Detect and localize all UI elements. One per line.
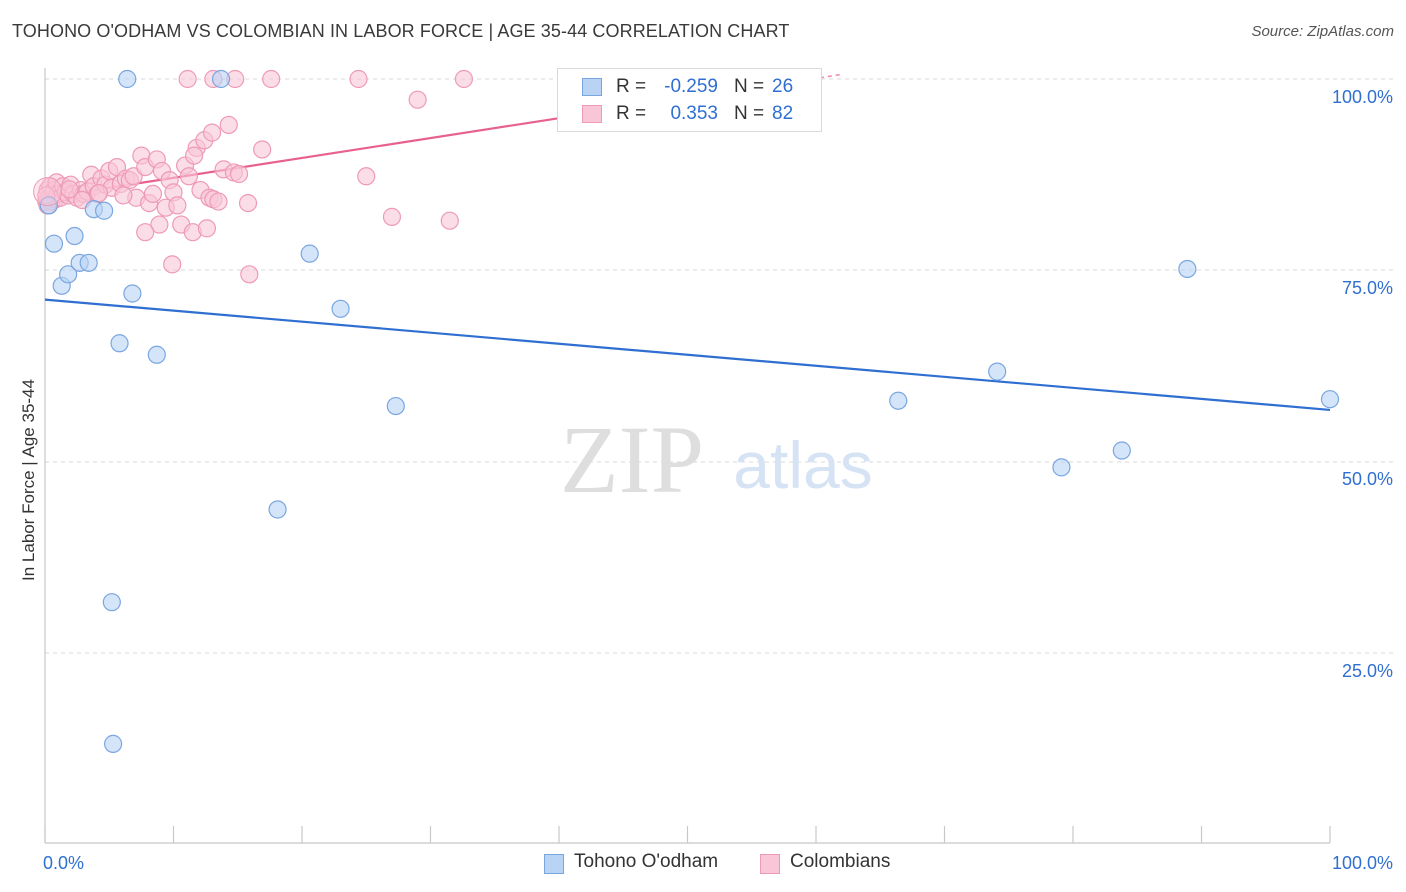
bottom-legend-label: Tohono O'odham — [574, 851, 719, 872]
colombian-point — [33, 177, 63, 207]
tohono-point — [123, 284, 142, 303]
colombian-point — [219, 115, 238, 135]
watermark: ZIP atlas — [560, 406, 873, 513]
tohono-point — [1052, 458, 1071, 477]
colombian-point — [89, 184, 109, 203]
legend-swatch-pink — [582, 105, 602, 123]
tohono-trend-line — [44, 298, 1331, 412]
colombian-point — [382, 207, 402, 226]
colombian-point — [202, 123, 222, 142]
colombian-point — [349, 69, 368, 89]
y-axis-label: In Labor Force | Age 35-44 — [19, 379, 38, 581]
bottom-legend-label: Colombians — [790, 851, 891, 872]
tohono-point — [44, 234, 64, 253]
legend-n-label: N = — [734, 103, 765, 124]
y-tick-label: 75.0% — [1342, 278, 1393, 298]
colombian-point — [60, 180, 79, 199]
watermark-atlas: atlas — [733, 428, 872, 502]
x-tick-label: 0.0% — [43, 853, 84, 873]
data-points — [33, 69, 1340, 753]
colombian-point — [184, 146, 204, 165]
legend-r-label: R = — [616, 76, 647, 97]
y-axis-label-wrap: In Labor Force | Age 35-44 — [14, 270, 44, 690]
tohono-point — [110, 334, 129, 353]
colombian-point — [136, 223, 155, 242]
legend-swatch-blue — [582, 78, 602, 96]
tohono-point — [1178, 259, 1197, 279]
legend-r-value: 0.353 — [670, 103, 718, 124]
grid-lines — [45, 78, 1395, 654]
legend-n-value: 82 — [772, 103, 794, 124]
tohono-point — [147, 345, 166, 364]
colombian-point — [238, 193, 258, 213]
x-tick-label: 100.0% — [1332, 853, 1393, 873]
colombian-point — [253, 140, 272, 159]
colombian-point — [168, 196, 187, 215]
tohono-point — [1112, 441, 1131, 460]
tohono-point — [889, 391, 908, 410]
watermark-zip: ZIP — [560, 406, 704, 513]
bottom-legend-swatch-pink — [760, 854, 780, 874]
colombian-point — [357, 167, 376, 186]
legend-n-value: 26 — [772, 76, 794, 97]
chart-title: TOHONO O'ODHAM VS COLOMBIAN IN LABOR FOR… — [12, 21, 790, 41]
colombian-point — [150, 215, 169, 234]
tohono-point — [102, 593, 121, 612]
colombian-point — [454, 69, 474, 89]
colombian-point — [262, 69, 281, 89]
legend-r-value: -0.259 — [664, 76, 718, 97]
colombian-point — [143, 184, 163, 203]
colombian-point — [179, 167, 199, 186]
tohono-point — [118, 69, 137, 89]
tick-labels: 25.0% 50.0% 75.0% 100.0% 0.0% 100.0% — [43, 87, 1393, 873]
bottom-legend-swatch-blue — [544, 854, 564, 874]
tohono-point — [65, 226, 84, 246]
tohono-point — [104, 734, 123, 753]
colombian-point — [440, 211, 459, 230]
correlation-legend: R = -0.259 N = 26 R = 0.353 N = 82 — [557, 68, 822, 132]
colombian-point — [114, 186, 133, 205]
colombian-point — [240, 265, 259, 284]
tohono-point — [386, 396, 405, 416]
colombian-point — [178, 69, 197, 89]
colombian-point — [163, 255, 182, 274]
colombian-point — [197, 219, 217, 238]
y-tick-label: 25.0% — [1342, 661, 1393, 681]
colombian-point — [408, 90, 427, 109]
source-label: Source: ZipAtlas.com — [1251, 23, 1394, 40]
tohono-point — [300, 244, 319, 263]
legend-r-label: R = — [616, 103, 647, 124]
legend-n-label: N = — [734, 76, 765, 97]
tohono-point — [59, 265, 78, 284]
colombian-point — [229, 164, 249, 184]
tohono-point — [1320, 390, 1340, 409]
y-tick-label: 50.0% — [1342, 469, 1393, 489]
tohono-point — [268, 500, 287, 519]
tohono-point — [79, 253, 98, 272]
tohono-point — [211, 69, 231, 89]
tohono-point — [988, 362, 1007, 381]
tohono-point — [331, 299, 350, 318]
tohono-point — [95, 201, 114, 220]
y-tick-label: 100.0% — [1332, 87, 1393, 107]
colombian-point — [209, 192, 228, 211]
